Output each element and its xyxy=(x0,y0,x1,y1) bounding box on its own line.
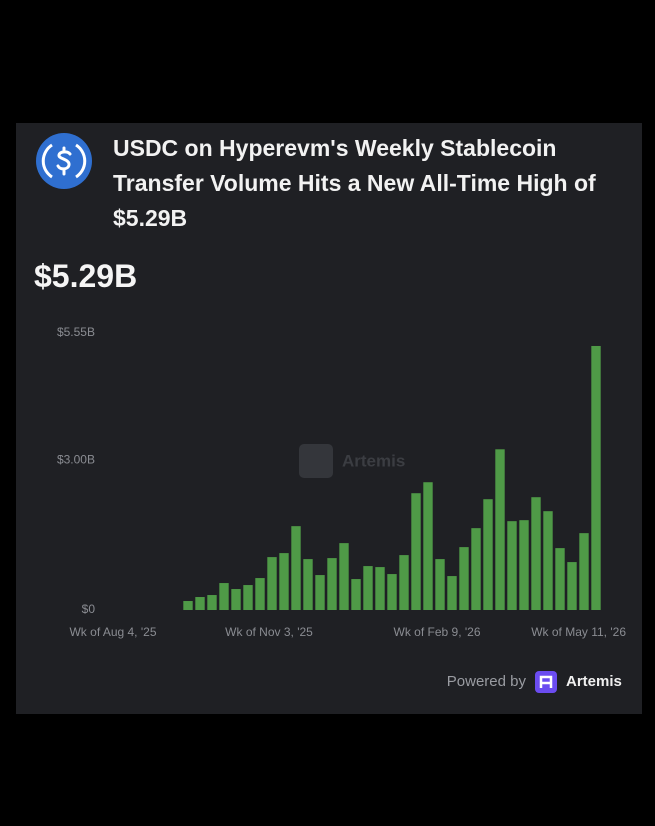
bar xyxy=(327,558,337,610)
bar xyxy=(291,526,301,610)
bar xyxy=(387,574,397,610)
bar xyxy=(423,482,433,610)
usdc-logo xyxy=(36,133,92,189)
bar xyxy=(555,548,565,610)
bar xyxy=(243,585,253,610)
watermark: Artemis xyxy=(299,444,405,478)
bar xyxy=(219,583,229,610)
x-tick-label: Wk of Aug 4, '25 xyxy=(69,625,156,639)
bar xyxy=(375,567,385,610)
bar xyxy=(399,555,409,610)
y-tick-label: $3.00B xyxy=(57,452,95,466)
bar xyxy=(339,543,349,610)
bar xyxy=(207,595,217,610)
bar xyxy=(531,497,541,610)
bar xyxy=(315,575,325,610)
bar xyxy=(303,559,313,610)
bar xyxy=(267,557,277,610)
x-tick-label: Wk of Nov 3, '25 xyxy=(225,625,313,639)
bar xyxy=(363,566,373,610)
y-tick-label: $0 xyxy=(82,602,96,616)
bar xyxy=(579,533,589,610)
bar xyxy=(435,559,445,610)
bar xyxy=(591,345,601,610)
bar xyxy=(543,511,553,610)
card: USDC on Hyperevm's Weekly Stablecoin Tra… xyxy=(16,123,642,714)
bar xyxy=(483,499,493,610)
headline-value: $5.29B xyxy=(34,258,138,294)
x-tick-label: Wk of May 11, '26 xyxy=(531,625,626,639)
brand-name: Artemis xyxy=(566,673,622,690)
bar xyxy=(495,449,505,610)
brand-icon-glyph xyxy=(539,675,553,688)
bar xyxy=(519,520,529,610)
bar xyxy=(279,553,289,610)
bar xyxy=(567,562,577,610)
bar xyxy=(195,597,205,610)
x-tick-label: Wk of Feb 9, '26 xyxy=(394,625,481,639)
powered-by: Powered by xyxy=(447,673,527,690)
bar xyxy=(459,547,469,610)
bar xyxy=(447,576,457,610)
y-tick-label: $5.55B xyxy=(57,325,95,339)
bar xyxy=(411,493,421,610)
bar xyxy=(507,521,517,610)
bar xyxy=(255,578,265,610)
bar xyxy=(351,579,361,610)
watermark-text: Artemis xyxy=(342,451,405,470)
title: USDC on Hyperevm's Weekly Stablecoin Tra… xyxy=(113,135,596,231)
bar xyxy=(471,528,481,610)
bar xyxy=(231,589,241,610)
bar xyxy=(183,601,193,610)
